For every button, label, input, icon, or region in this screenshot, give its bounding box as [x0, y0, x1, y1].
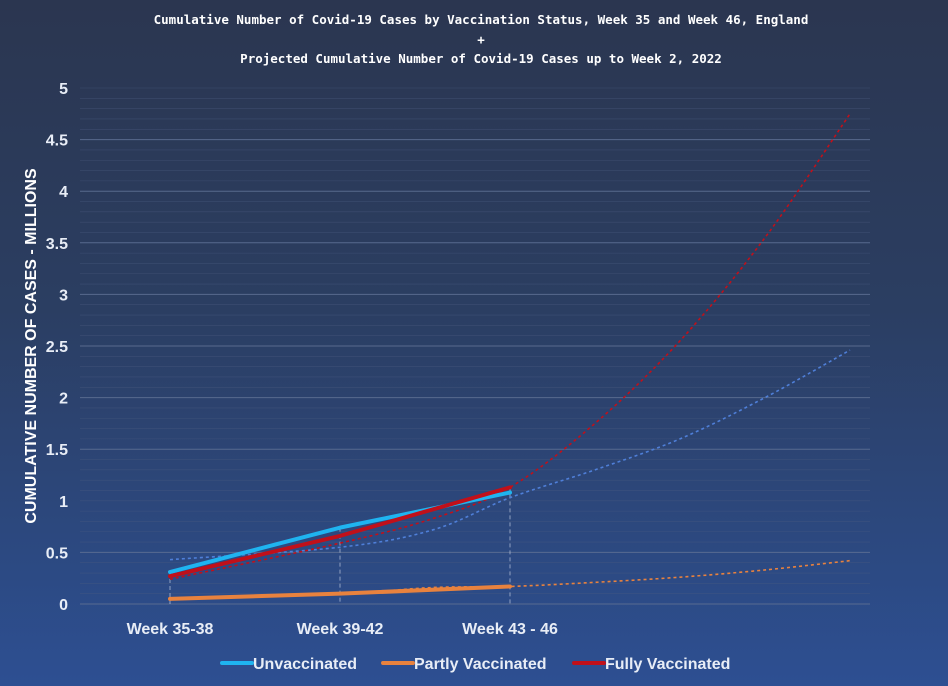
- y-tick-label: 5: [59, 81, 68, 98]
- y-tick-label: 3.5: [46, 236, 68, 253]
- y-tick-label: 4.5: [46, 133, 68, 150]
- chart-title-line-1: Cumulative Number of Covid-19 Cases by V…: [154, 12, 809, 27]
- legend-label-partly-vaccinated: Partly Vaccinated: [414, 656, 547, 673]
- gridlines: [80, 87, 870, 605]
- y-tick-label: 2.5: [46, 339, 68, 356]
- x-tick-labels: Week 35-38 Week 39-42 Week 43 - 46: [127, 621, 558, 638]
- legend-label-fully-vaccinated: Fully Vaccinated: [605, 656, 730, 673]
- series-lines: [168, 485, 512, 601]
- y-tick-label: 2: [59, 391, 68, 408]
- y-tick-labels: 0 0.5 1 1.5 2 2.5 3 3.5 4 4.5 5: [46, 81, 68, 614]
- series-line-partly-vaccinated: [168, 584, 512, 601]
- series-line-unvaccinated: [168, 490, 512, 575]
- projection-line-fully-vaccinated: [169, 113, 851, 581]
- drop-lines: [169, 487, 511, 604]
- projection-line-unvaccinated: [169, 349, 851, 561]
- y-tick-label: 3: [59, 287, 68, 304]
- y-tick-label: 0: [59, 597, 68, 614]
- x-tick-label: Week 43 - 46: [462, 621, 558, 638]
- y-tick-label: 4: [59, 184, 68, 201]
- chart-title-line-2: +: [477, 32, 485, 47]
- y-tick-label: 0.5: [46, 545, 68, 562]
- legend: Unvaccinated Partly Vaccinated Fully Vacci…: [220, 656, 730, 673]
- y-axis-title: CUMULATIVE NUMBER OF CASES - MILLIONS: [23, 168, 40, 524]
- x-tick-label: Week 35-38: [127, 621, 214, 638]
- y-tick-label: 1: [59, 494, 68, 511]
- legend-label-unvaccinated: Unvaccinated: [253, 656, 357, 673]
- x-tick-label: Week 39-42: [297, 621, 384, 638]
- chart-title-line-3: Projected Cumulative Number of Covid-19 …: [240, 51, 722, 66]
- y-tick-label: 1.5: [46, 442, 68, 459]
